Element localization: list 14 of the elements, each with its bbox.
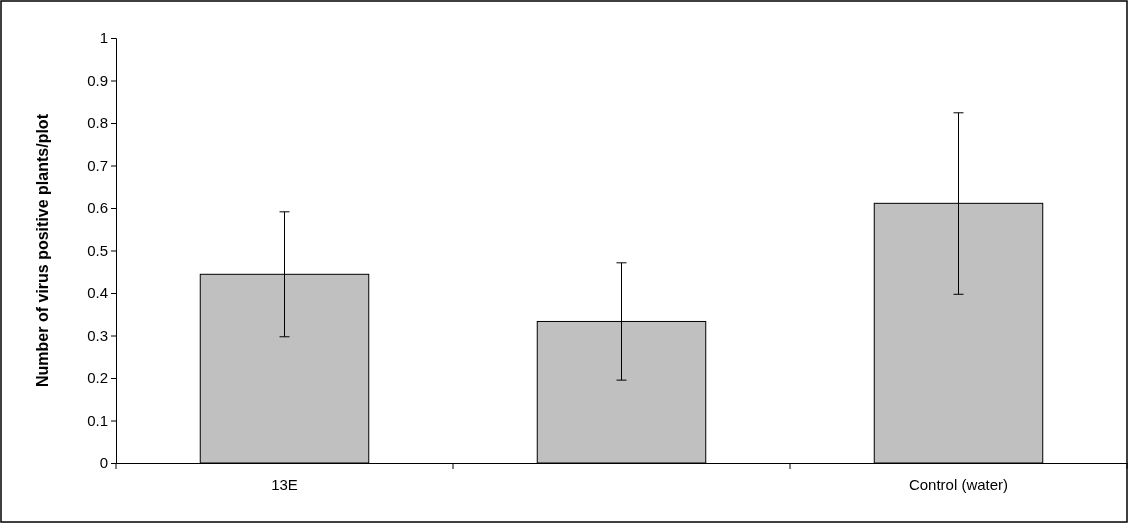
y-tick-label: 0.2 [87, 369, 108, 387]
y-tick-label: 0 [99, 454, 108, 472]
y-tick-label: 0.9 [87, 71, 108, 89]
x-tick-label: Control (water) [908, 476, 1009, 493]
y-tick-label: 1 [99, 29, 108, 47]
y-tick-label: 0.1 [87, 411, 108, 429]
y-tick-label: 0.6 [87, 199, 108, 217]
y-tick-label: 0.7 [87, 156, 108, 174]
y-tick-label: 0.5 [87, 241, 108, 259]
x-tick-label: 13E [271, 476, 298, 493]
y-tick-label: 0.8 [87, 114, 108, 132]
y-tick-label: 0.3 [87, 326, 108, 344]
y-axis-title: Number of virus positive plants/plot [34, 113, 51, 387]
y-tick-label: 0.4 [87, 284, 108, 302]
